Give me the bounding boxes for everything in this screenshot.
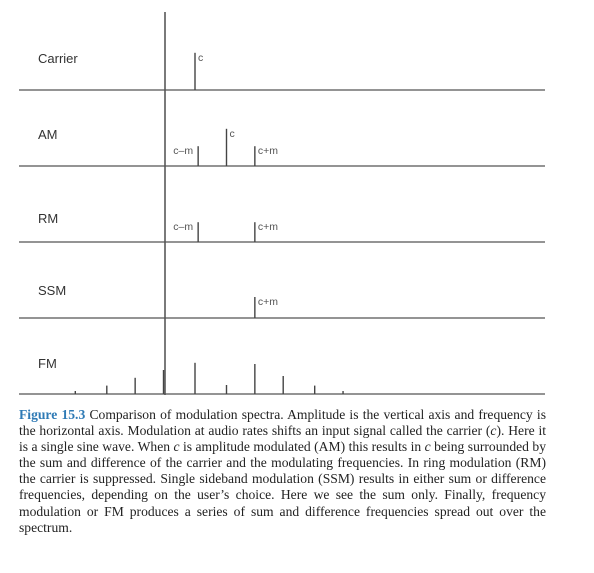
line-label-rm: c–m <box>173 221 193 233</box>
line-label-ssm: c+m <box>258 296 278 308</box>
line-label-am: c+m <box>258 145 278 157</box>
caption-run: Comparison of modulation spectra. Amplit… <box>19 407 546 439</box>
row-label-carrier: Carrier <box>38 51 78 66</box>
line-label-am: c–m <box>173 145 193 157</box>
caption-text: Comparison of modulation spectra. Amplit… <box>19 407 546 535</box>
row-label-ssm: SSM <box>38 283 66 298</box>
figure-caption: Figure 15.3 Comparison of modulation spe… <box>19 407 546 536</box>
caption-variable: c <box>424 439 431 455</box>
line-label-am: c <box>230 128 235 140</box>
caption-run: being surrounded by the sum and differen… <box>19 439 546 535</box>
line-label-carrier: c <box>198 52 203 64</box>
row-label-rm: RM <box>38 211 58 226</box>
caption-variable: c <box>490 423 497 439</box>
caption-run: is amplitude modulated (AM) this results… <box>179 439 425 455</box>
row-label-am: AM <box>38 127 58 142</box>
row-label-fm: FM <box>38 356 57 371</box>
modulation-spectra-figure: Carrier c AM c c–m c+m RM c–m c+m SSM c+m FM <box>19 12 545 395</box>
caption-variable: c <box>173 439 180 455</box>
caption-run: ). Here it is a single sine wave. When <box>19 423 547 455</box>
figure-label: Figure 15.3 <box>19 407 86 422</box>
line-label-rm: c+m <box>258 221 278 233</box>
